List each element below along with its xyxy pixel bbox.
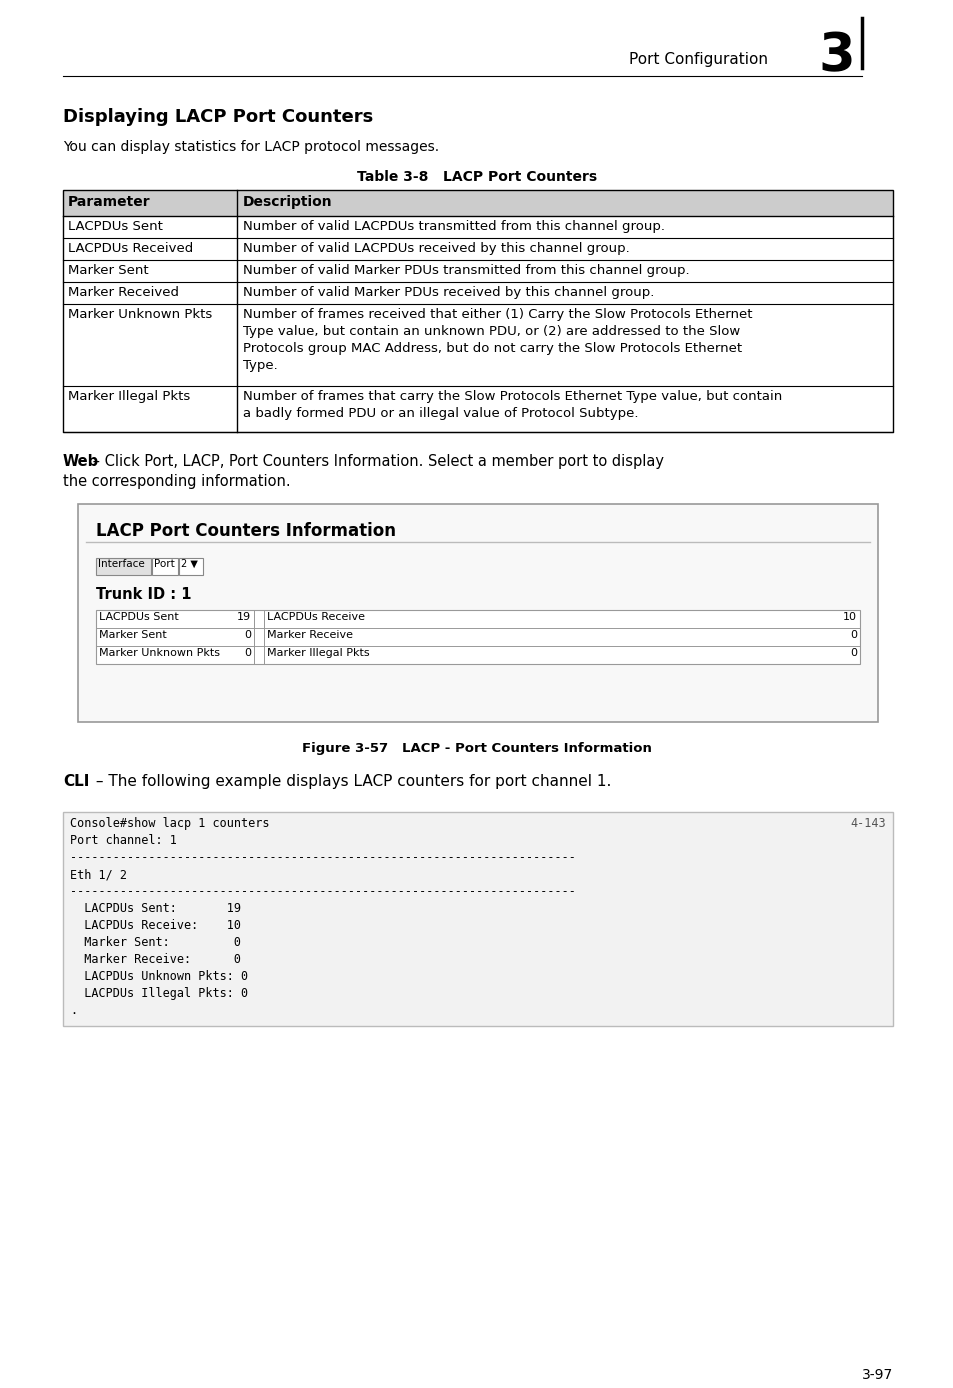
- Bar: [96, 609, 859, 663]
- Text: .: .: [70, 1004, 77, 1017]
- Bar: [78, 504, 877, 722]
- Text: Port: Port: [153, 559, 174, 569]
- Text: 0: 0: [849, 630, 856, 640]
- Text: LACPDUs Received: LACPDUs Received: [68, 242, 193, 255]
- Text: 0: 0: [244, 630, 251, 640]
- Text: Description: Description: [243, 194, 333, 210]
- Text: You can display statistics for LACP protocol messages.: You can display statistics for LACP prot…: [63, 140, 438, 154]
- Text: Port Configuration: Port Configuration: [628, 51, 767, 67]
- Text: LACPDUs Sent: LACPDUs Sent: [99, 612, 178, 622]
- Text: LACPDUs Unknown Pkts: 0: LACPDUs Unknown Pkts: 0: [70, 970, 248, 983]
- Text: Trunk ID : 1: Trunk ID : 1: [96, 587, 192, 602]
- Text: Marker Receive: Marker Receive: [267, 630, 353, 640]
- Text: – The following example displays LACP counters for port channel 1.: – The following example displays LACP co…: [91, 775, 611, 788]
- Text: 19: 19: [236, 612, 251, 622]
- Text: 4-143: 4-143: [849, 818, 885, 830]
- Text: Interface: Interface: [98, 559, 145, 569]
- Text: Number of valid LACPDUs transmitted from this channel group.: Number of valid LACPDUs transmitted from…: [243, 221, 664, 233]
- Text: LACPDUs Illegal Pkts: 0: LACPDUs Illegal Pkts: 0: [70, 987, 248, 999]
- Text: Number of valid Marker PDUs transmitted from this channel group.: Number of valid Marker PDUs transmitted …: [243, 264, 689, 278]
- Text: Displaying LACP Port Counters: Displaying LACP Port Counters: [63, 108, 373, 126]
- Text: LACPDUs Receive: LACPDUs Receive: [267, 612, 365, 622]
- Text: – Click Port, LACP, Port Counters Information. Select a member port to display: – Click Port, LACP, Port Counters Inform…: [88, 454, 663, 469]
- Text: -----------------------------------------------------------------------: ----------------------------------------…: [70, 886, 576, 898]
- Bar: [179, 558, 203, 575]
- Text: Marker Unknown Pkts: Marker Unknown Pkts: [68, 308, 212, 321]
- Text: LACPDUs Sent: LACPDUs Sent: [68, 221, 163, 233]
- Text: 3-97: 3-97: [861, 1369, 892, 1382]
- Text: Number of frames that carry the Slow Protocols Ethernet Type value, but contain
: Number of frames that carry the Slow Pro…: [243, 390, 781, 421]
- Text: LACPDUs Sent:       19: LACPDUs Sent: 19: [70, 902, 241, 915]
- Text: LACPDUs Receive:    10: LACPDUs Receive: 10: [70, 919, 241, 931]
- Bar: [152, 558, 178, 575]
- Text: Marker Illegal Pkts: Marker Illegal Pkts: [267, 648, 369, 658]
- Text: CLI: CLI: [63, 775, 90, 788]
- Bar: [96, 558, 151, 575]
- Text: 0: 0: [244, 648, 251, 658]
- Text: Console#show lacp 1 counters: Console#show lacp 1 counters: [70, 818, 269, 830]
- Text: Figure 3-57   LACP - Port Counters Information: Figure 3-57 LACP - Port Counters Informa…: [302, 743, 651, 755]
- Text: the corresponding information.: the corresponding information.: [63, 473, 291, 489]
- Text: Marker Unknown Pkts: Marker Unknown Pkts: [99, 648, 220, 658]
- Text: Parameter: Parameter: [68, 194, 151, 210]
- Text: Marker Sent: Marker Sent: [68, 264, 149, 278]
- Text: Port channel: 1: Port channel: 1: [70, 834, 176, 847]
- Text: Number of frames received that either (1) Carry the Slow Protocols Ethernet
Type: Number of frames received that either (1…: [243, 308, 752, 372]
- Bar: [63, 190, 892, 217]
- Text: Table 3-8   LACP Port Counters: Table 3-8 LACP Port Counters: [356, 169, 597, 185]
- Text: Marker Illegal Pkts: Marker Illegal Pkts: [68, 390, 190, 403]
- Text: Marker Sent:         0: Marker Sent: 0: [70, 936, 241, 949]
- Text: Web: Web: [63, 454, 99, 469]
- Text: Marker Received: Marker Received: [68, 286, 179, 298]
- Bar: [63, 190, 892, 432]
- Text: Eth 1/ 2: Eth 1/ 2: [70, 868, 127, 881]
- Text: Number of valid LACPDUs received by this channel group.: Number of valid LACPDUs received by this…: [243, 242, 629, 255]
- Text: -----------------------------------------------------------------------: ----------------------------------------…: [70, 851, 576, 863]
- Bar: [63, 812, 892, 1026]
- Text: Number of valid Marker PDUs received by this channel group.: Number of valid Marker PDUs received by …: [243, 286, 654, 298]
- Text: 0: 0: [849, 648, 856, 658]
- Text: 2 ▼: 2 ▼: [181, 559, 197, 569]
- Text: LACP Port Counters Information: LACP Port Counters Information: [96, 522, 395, 540]
- Text: Marker Receive:      0: Marker Receive: 0: [70, 954, 241, 966]
- Text: Marker Sent: Marker Sent: [99, 630, 167, 640]
- Text: 3: 3: [817, 31, 854, 82]
- Text: 10: 10: [842, 612, 856, 622]
